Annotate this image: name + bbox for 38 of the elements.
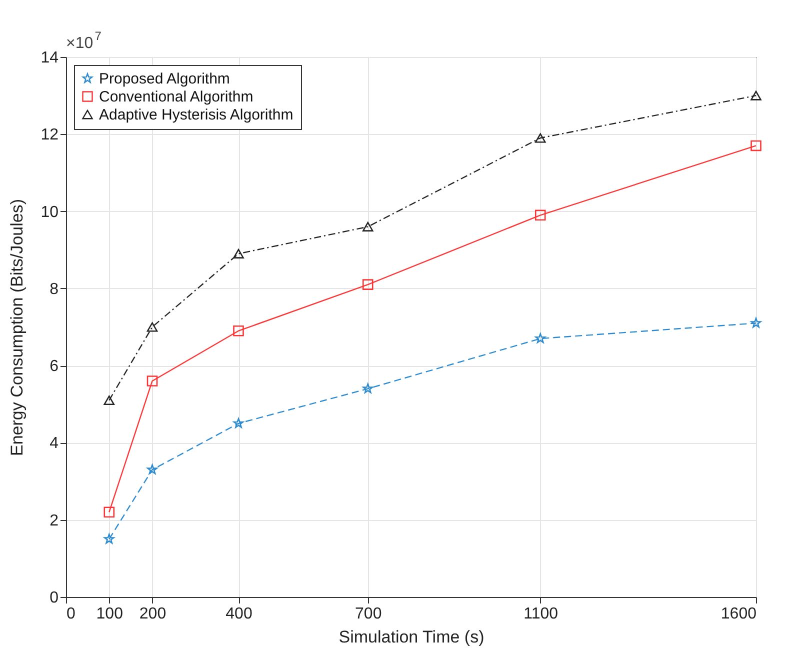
point bbox=[233, 418, 244, 428]
x-tick-label: 1100 bbox=[524, 606, 558, 622]
point bbox=[750, 318, 762, 328]
point bbox=[104, 534, 114, 544]
y-axis-title: Energy Consumption (Bits/Joules) bbox=[8, 198, 27, 456]
point bbox=[146, 322, 158, 332]
point bbox=[535, 333, 546, 344]
point bbox=[362, 279, 374, 290]
point bbox=[362, 222, 374, 232]
point bbox=[534, 133, 546, 143]
point bbox=[146, 376, 158, 386]
point bbox=[147, 464, 158, 474]
point bbox=[104, 506, 115, 518]
y-tick-label: 0 bbox=[50, 590, 59, 606]
point bbox=[534, 210, 546, 221]
legend-label: Proposed Algorithm bbox=[99, 70, 230, 88]
point bbox=[750, 140, 762, 152]
point bbox=[362, 383, 374, 394]
legend-label: Conventional Algorithm bbox=[99, 88, 254, 106]
y-tick-label: 10 bbox=[40, 204, 59, 221]
point bbox=[233, 248, 244, 258]
y-tick-label: 8 bbox=[50, 280, 59, 298]
x-tick-label: 100 bbox=[96, 606, 124, 622]
point bbox=[233, 325, 244, 336]
point bbox=[104, 396, 115, 406]
x-tick-label: 700 bbox=[355, 606, 382, 622]
x-tick-label: 1600 bbox=[720, 606, 757, 622]
x-tick-label: 200 bbox=[139, 606, 166, 622]
y-tick-label: 12 bbox=[40, 126, 59, 144]
y-tick-label: 14 bbox=[40, 50, 59, 66]
x-tick-label: 0 bbox=[66, 606, 76, 622]
y-tick-label: 6 bbox=[50, 358, 59, 376]
y-tick-label: 4 bbox=[50, 435, 59, 452]
x-tick-label: 400 bbox=[226, 606, 252, 622]
legend-label: Adaptive Hysterisis Algorithm bbox=[99, 106, 294, 124]
y-tick-label: 2 bbox=[50, 512, 59, 530]
point bbox=[750, 90, 762, 100]
x-axis-title: Simulation Time (s) bbox=[338, 628, 484, 646]
